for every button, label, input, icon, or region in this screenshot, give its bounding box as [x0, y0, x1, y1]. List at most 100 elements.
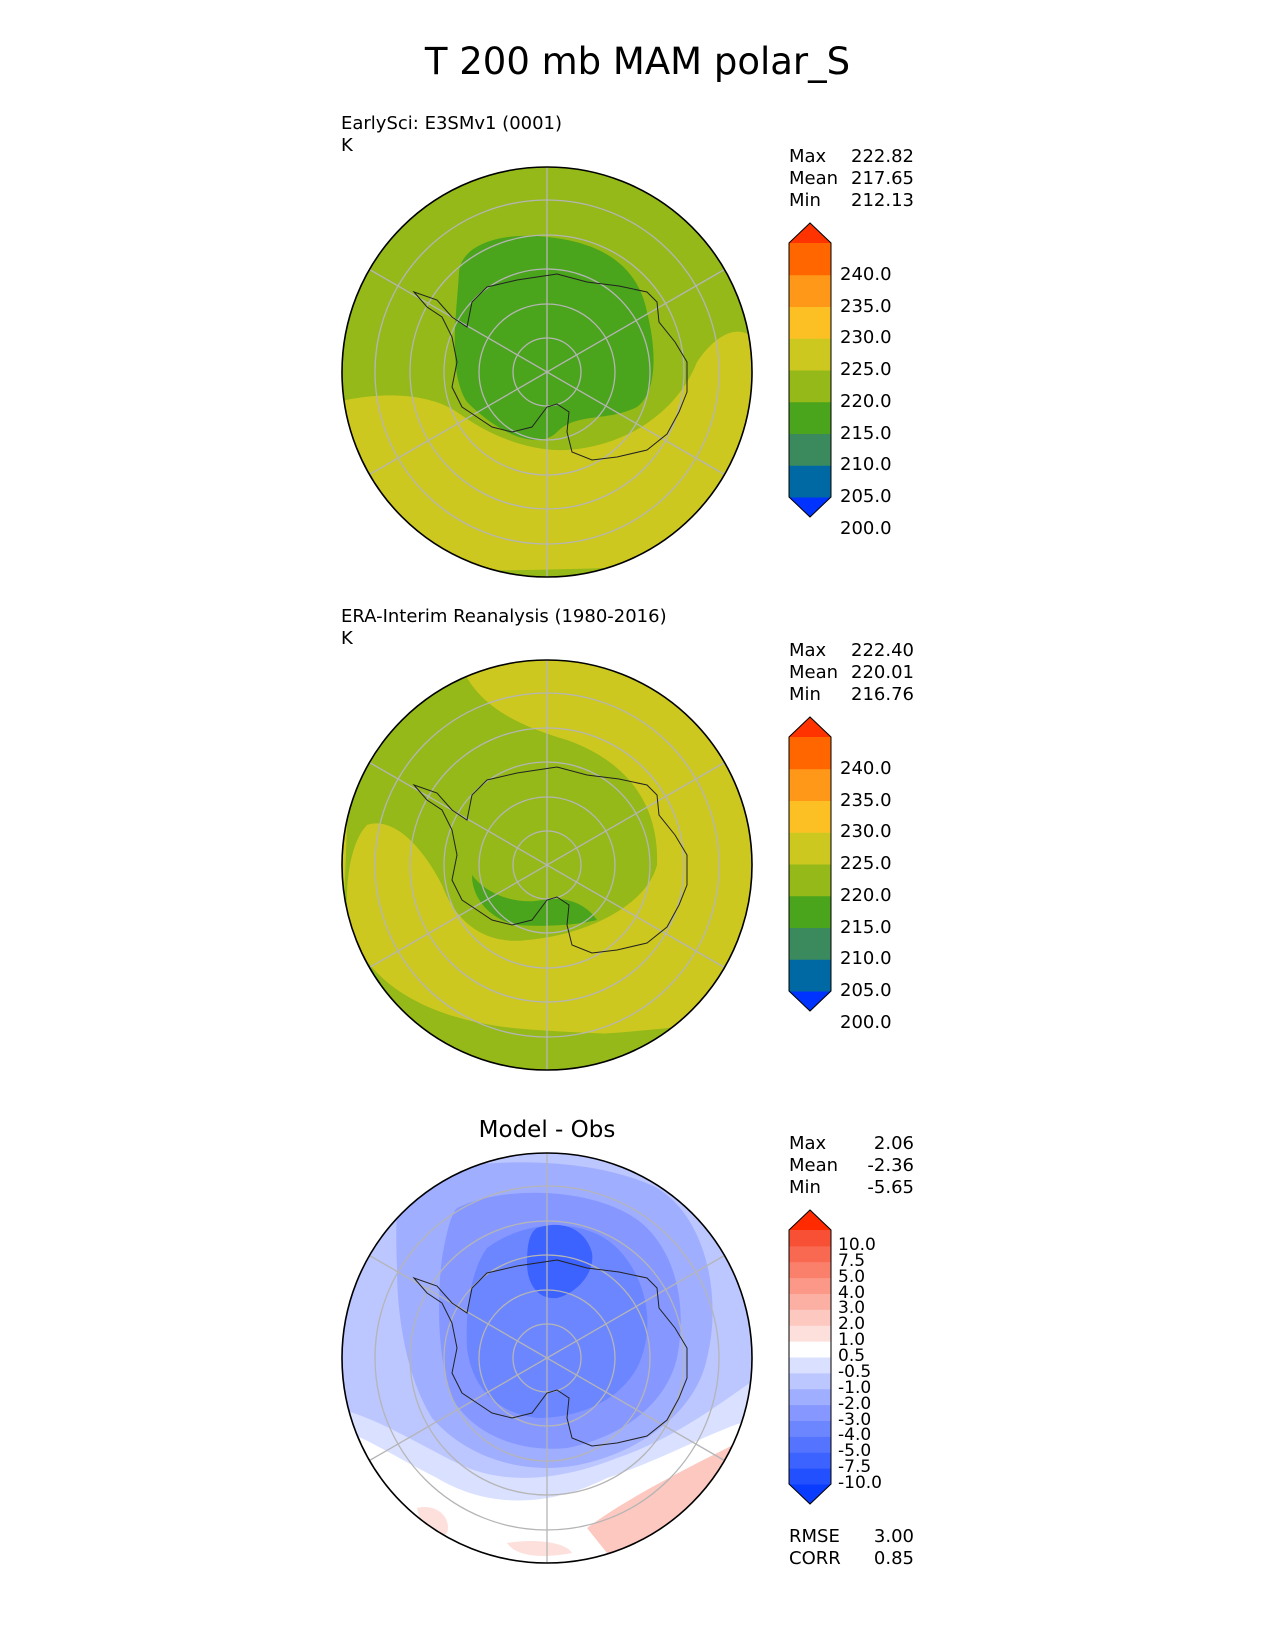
metric-rmse: RMSE 3.00	[789, 1526, 914, 1547]
panel-title-reference-units: K	[341, 628, 353, 649]
map-reference	[341, 659, 753, 1071]
colorbar-tick-label: 235.0	[840, 295, 892, 317]
colorbar-segment	[789, 959, 831, 992]
colorbar-segment	[789, 927, 831, 960]
colorbar-tick-label: -5.0	[838, 1441, 872, 1462]
colorbar-tick-label: 230.0	[840, 821, 892, 843]
graticule	[369, 1153, 725, 1563]
colorbar-segment	[789, 401, 831, 434]
map-boundary	[341, 659, 753, 1071]
colorbar-segment	[789, 1309, 831, 1326]
colorbar-tick-label: 205.0	[840, 486, 892, 507]
colorbar-segment	[789, 243, 831, 276]
colorbar-tick-label: 0.5	[838, 1346, 866, 1366]
stat-max: Max 222.40	[789, 640, 914, 661]
colorbar-tick-label: 225.0	[840, 359, 892, 380]
panel-title-reference-name: ERA-Interim Reanalysis (1980-2016)	[341, 606, 667, 627]
colorbar-outline	[788, 222, 832, 518]
map-test	[341, 166, 753, 578]
coastline	[412, 766, 688, 954]
colorbar-segment	[789, 1436, 831, 1453]
colorbar-segment	[789, 1420, 831, 1437]
field-cold-patch	[472, 875, 597, 926]
panel-title-test: EarlySci: E3SMv1 (0001) K	[341, 113, 562, 157]
graticule	[369, 167, 725, 577]
colorbar-extend-min	[789, 1484, 831, 1504]
colorbar-segment	[789, 1325, 831, 1342]
colorbar-tick-label: 240.0	[840, 263, 892, 285]
colorbar-tick-label: -3.0	[838, 1409, 872, 1430]
colorbar-segment	[789, 433, 831, 466]
metric-corr: CORR 0.85	[789, 1548, 914, 1569]
colorbar-tick-label: 225.0	[840, 853, 892, 874]
colorbar-extend-max	[789, 717, 831, 737]
colorbar-segment	[789, 832, 831, 865]
colorbar-tick-label: -1.0	[838, 1377, 872, 1398]
colorbar-tick-label: 205.0	[840, 980, 892, 1001]
colorbar-tick-label: 240.0	[840, 757, 892, 779]
colorbar-tick-label: -7.5	[838, 1457, 872, 1478]
colorbar-segment	[789, 1357, 831, 1374]
stat-min: Min -5.65	[789, 1177, 914, 1198]
colorbar-tick-label: 1.0	[838, 1330, 866, 1351]
map-diff	[341, 1152, 753, 1564]
panel-title-test-name: EarlySci: E3SMv1 (0001)	[341, 113, 563, 134]
colorbar-extend-min	[789, 991, 831, 1011]
panel-title-reference: ERA-Interim Reanalysis (1980-2016) K	[341, 606, 667, 650]
stats-test: Max 222.82 Mean 217.65 Min 212.13	[789, 146, 914, 212]
colorbar-tick-label: 5.0	[838, 1266, 866, 1287]
colorbar-segment	[789, 895, 831, 928]
figure-title: T 200 mb MAM polar_S	[424, 40, 851, 83]
colorbar-segment	[789, 1468, 831, 1485]
colorbar-segment	[789, 768, 831, 801]
stat-min: Min 216.76	[789, 684, 914, 705]
colorbar-tick-label: 235.0	[840, 789, 892, 811]
stat-mean: Mean 220.01	[789, 662, 914, 683]
colorbar-segment	[789, 1245, 831, 1263]
colorbar-segment	[789, 338, 831, 371]
colorbar-segment	[789, 370, 831, 403]
colorbar-tick-label: 215.0	[840, 916, 892, 938]
coastline	[412, 273, 688, 461]
colorbar-segment	[789, 1388, 831, 1406]
stat-mean: Mean 217.65	[789, 168, 914, 189]
stats-diff: Max 2.06 Mean -2.36 Min -5.65	[789, 1133, 914, 1199]
panel-title-diff: Model - Obs	[478, 1117, 616, 1143]
field-pink-2	[417, 1507, 572, 1556]
colorbar-extend-max	[789, 223, 831, 243]
colorbar-tick-label: -0.5	[838, 1361, 872, 1382]
field-blue-5	[466, 1225, 648, 1418]
colorbar-tick-label: 220.0	[840, 884, 892, 906]
colorbar-tick-label: 4.0	[838, 1282, 866, 1303]
colorbar-segment	[789, 1452, 831, 1469]
colorbar-diff	[788, 1209, 832, 1505]
panel-title-test-units: K	[341, 135, 353, 156]
colorbar-tick-label: 7.5	[838, 1250, 866, 1271]
colorbar-tick-label: 2.0	[838, 1314, 866, 1335]
colorbar-segment	[789, 1230, 831, 1247]
colorbar-segment	[789, 1293, 831, 1310]
colorbar-tick-label: -4.0	[838, 1425, 872, 1446]
colorbar-tick-label: 220.0	[840, 390, 892, 412]
colorbar-extend-max	[789, 1210, 831, 1230]
colorbar-reference	[788, 716, 832, 1012]
colorbar-tick-label: -10.0	[838, 1473, 882, 1493]
colorbar-test	[788, 222, 832, 518]
colorbar-segment	[789, 1261, 831, 1279]
stats-reference: Max 222.40 Mean 220.01 Min 216.76	[789, 640, 914, 706]
stat-min: Min 212.13	[789, 190, 914, 211]
colorbar-tick-label: 215.0	[840, 422, 892, 444]
metrics-diff: RMSE 3.00 CORR 0.85	[789, 1526, 914, 1570]
colorbar-outline	[788, 1209, 832, 1505]
colorbar-tick-label: -2.0	[838, 1393, 872, 1414]
colorbar-segment	[789, 737, 831, 770]
colorbar-segment	[789, 306, 831, 339]
colorbar-segment	[789, 1404, 831, 1421]
colorbar-tick-label: 200.0	[840, 1011, 892, 1033]
stat-max: Max 2.06	[789, 1133, 914, 1154]
colorbar-segment	[789, 274, 831, 307]
colorbar-segment	[789, 1277, 831, 1294]
coastline	[412, 1259, 688, 1447]
graticule	[369, 660, 725, 1070]
map-boundary	[341, 1152, 753, 1564]
